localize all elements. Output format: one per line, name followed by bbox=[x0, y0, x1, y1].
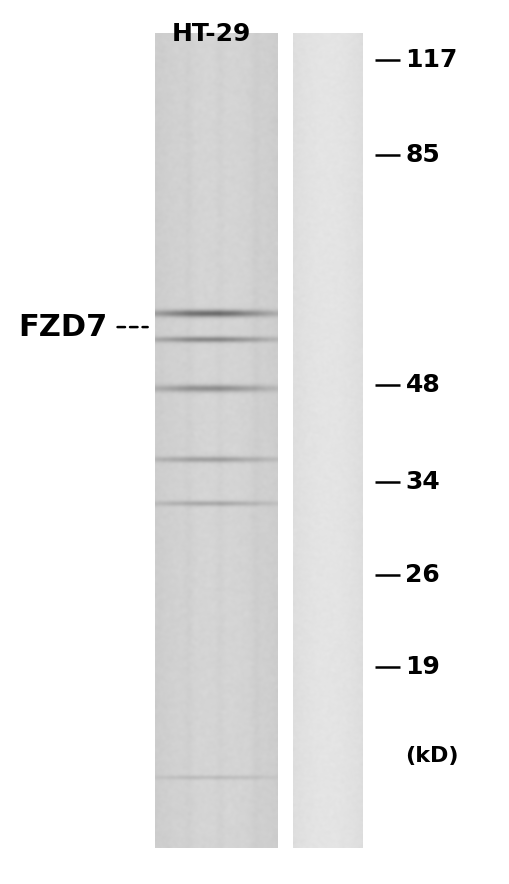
Text: 117: 117 bbox=[405, 48, 457, 72]
Text: FZD7: FZD7 bbox=[18, 313, 107, 341]
Text: 26: 26 bbox=[405, 562, 439, 587]
Text: 19: 19 bbox=[405, 655, 439, 680]
Text: 48: 48 bbox=[405, 372, 439, 397]
Text: (kD): (kD) bbox=[405, 746, 458, 766]
Text: 34: 34 bbox=[405, 469, 439, 494]
Text: 85: 85 bbox=[405, 142, 439, 167]
Text: HT-29: HT-29 bbox=[172, 22, 251, 46]
